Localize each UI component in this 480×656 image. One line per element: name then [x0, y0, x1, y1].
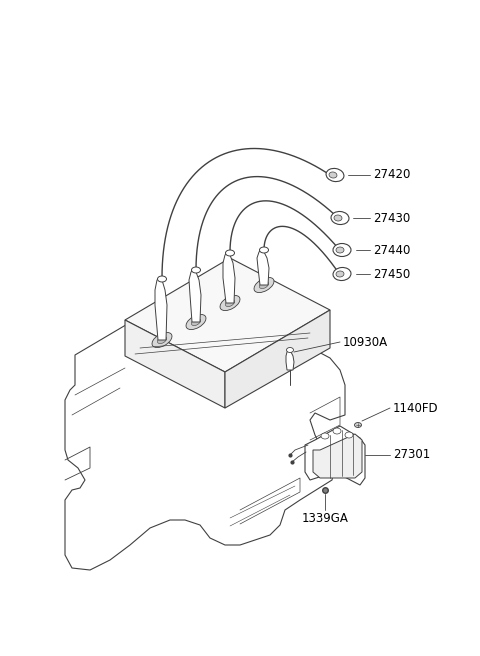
Ellipse shape	[186, 314, 206, 329]
Ellipse shape	[336, 247, 344, 253]
Polygon shape	[313, 434, 362, 478]
Ellipse shape	[326, 169, 344, 182]
Ellipse shape	[226, 299, 235, 306]
Text: 1140FD: 1140FD	[393, 401, 439, 415]
Polygon shape	[125, 258, 330, 372]
Ellipse shape	[192, 318, 201, 325]
Ellipse shape	[333, 243, 351, 256]
Ellipse shape	[157, 276, 167, 282]
Polygon shape	[305, 426, 365, 485]
Ellipse shape	[287, 348, 293, 352]
Ellipse shape	[226, 250, 235, 256]
Polygon shape	[225, 310, 330, 408]
Ellipse shape	[321, 433, 329, 439]
Text: 27430: 27430	[373, 211, 410, 224]
Ellipse shape	[329, 172, 337, 178]
Polygon shape	[286, 350, 294, 370]
Text: 1339GA: 1339GA	[301, 512, 348, 525]
Ellipse shape	[259, 281, 269, 289]
Ellipse shape	[333, 428, 341, 434]
Ellipse shape	[254, 277, 274, 293]
Ellipse shape	[152, 333, 172, 348]
Polygon shape	[257, 250, 269, 285]
Text: 27301: 27301	[393, 449, 430, 462]
Ellipse shape	[192, 267, 201, 273]
Text: 27420: 27420	[373, 169, 410, 182]
Polygon shape	[125, 320, 225, 408]
Ellipse shape	[157, 337, 167, 344]
Polygon shape	[189, 270, 201, 322]
Ellipse shape	[355, 422, 361, 428]
Text: 27450: 27450	[373, 268, 410, 281]
Ellipse shape	[260, 247, 268, 253]
Ellipse shape	[345, 432, 353, 438]
Polygon shape	[65, 290, 345, 570]
Ellipse shape	[220, 295, 240, 310]
Ellipse shape	[334, 215, 342, 221]
Text: 10930A: 10930A	[343, 335, 388, 348]
Text: 27440: 27440	[373, 243, 410, 256]
Ellipse shape	[336, 271, 344, 277]
Polygon shape	[223, 253, 235, 303]
Polygon shape	[155, 278, 167, 340]
Ellipse shape	[331, 211, 349, 224]
Ellipse shape	[333, 268, 351, 281]
